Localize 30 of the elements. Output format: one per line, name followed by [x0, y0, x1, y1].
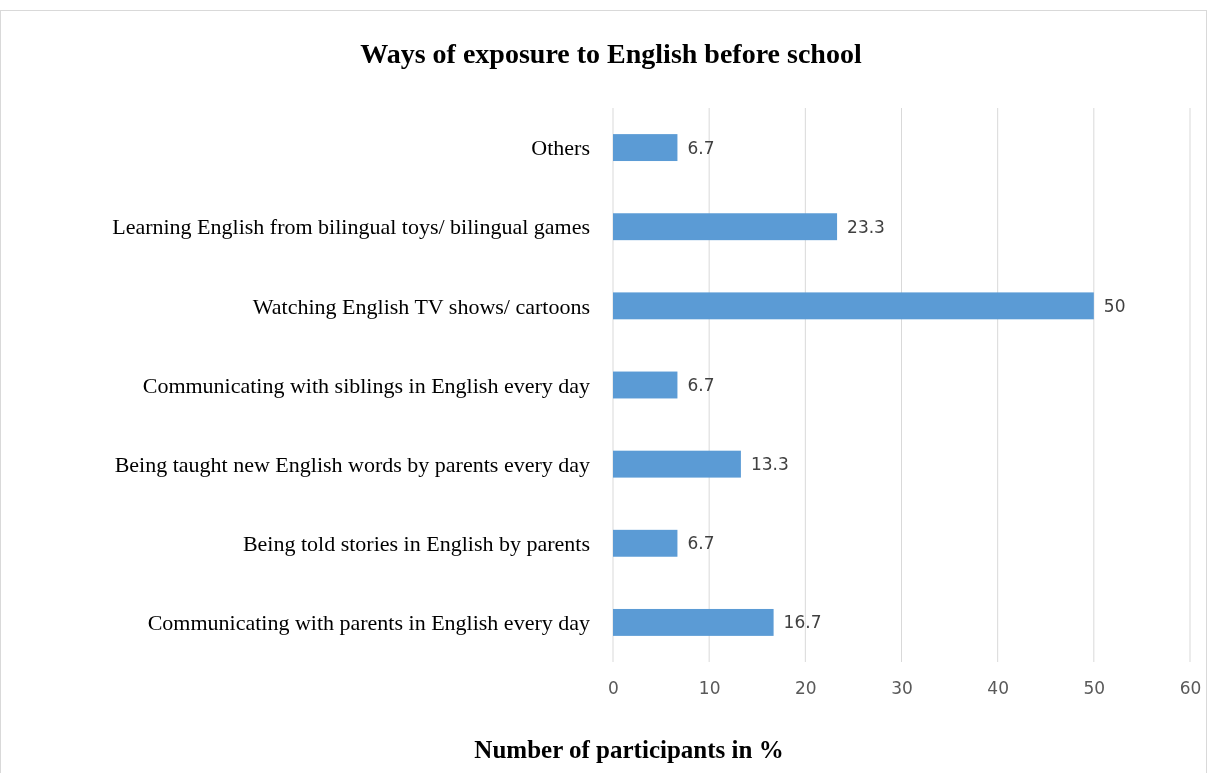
data-label: 6.7: [687, 533, 715, 554]
y-tick-label: Learning English from bilingual toys/ bilingual games: [112, 214, 590, 240]
x-tick-label: 10: [698, 678, 721, 699]
data-label: 13.3: [750, 454, 789, 475]
bar: [613, 134, 678, 162]
data-label: 23.3: [847, 216, 885, 237]
x-tick-label: 30: [891, 678, 913, 699]
data-label: 16.7: [783, 612, 822, 633]
y-tick-label: Communicating with siblings in English every day: [142, 372, 590, 398]
x-tick-label: 0: [608, 678, 619, 699]
y-tick-label: Watching English TV shows/ cartoons: [252, 293, 590, 319]
bar: [613, 529, 678, 557]
y-tick-label: Communicating with parents in English every day: [147, 610, 590, 636]
bar: [613, 450, 741, 478]
data-label: 6.7: [687, 137, 715, 158]
y-tick-label: Being told stories in English by parents: [242, 530, 590, 556]
x-tick-label: 50: [1083, 678, 1106, 699]
y-tick-label: Others: [531, 135, 590, 161]
x-tick-label: 20: [795, 678, 817, 699]
chart-title: Ways of exposure to English before school: [360, 38, 862, 69]
data-label: 6.7: [687, 374, 715, 395]
data-label: 50: [1103, 295, 1126, 316]
x-tick-label: 60: [1179, 678, 1202, 699]
x-axis-title: Number of participants in %: [474, 736, 784, 763]
bar: [613, 213, 838, 241]
bar: [613, 371, 678, 399]
bar: [613, 608, 774, 636]
x-tick-label: 40: [987, 678, 1009, 699]
y-tick-label: Being taught new English words by parents every day: [114, 451, 590, 477]
bar: [613, 292, 1094, 320]
